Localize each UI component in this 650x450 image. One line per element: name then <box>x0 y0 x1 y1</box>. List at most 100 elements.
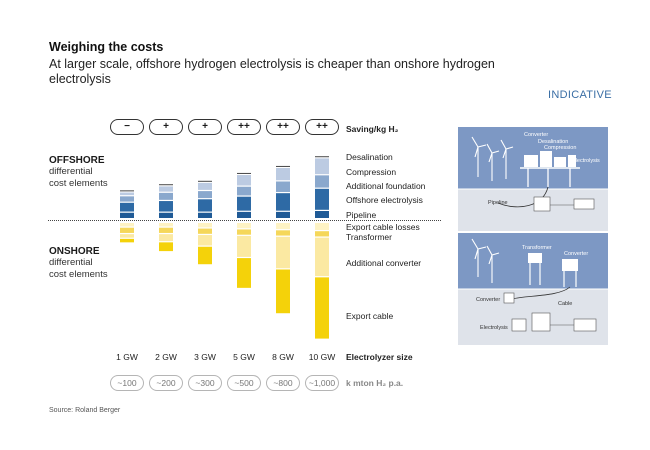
bar-transformer-5-gw <box>237 229 251 235</box>
bar-export-cable-losses-1-gw <box>120 223 134 227</box>
bar-transformer-3-gw <box>198 228 212 234</box>
bar-desalination-2-gw <box>159 184 173 186</box>
bar-compression-10-gw <box>315 158 329 175</box>
legend-transformer: Transformer <box>346 232 392 242</box>
saving-pill-1: − <box>110 119 144 135</box>
bar-compression-5-gw <box>237 175 251 186</box>
indicative-badge: INDICATIVE <box>548 89 612 101</box>
bar-compression-8-gw <box>276 168 290 181</box>
bar-compression-3-gw <box>198 182 212 190</box>
source-note: Source: Roland Berger <box>49 407 121 414</box>
legend-additional-foundation: Additional foundation <box>346 181 426 191</box>
size-label-6: 10 GW <box>308 352 336 362</box>
chart-title: Weighing the costs <box>49 40 164 54</box>
onshore-subtitle-2: cost elements <box>49 269 108 280</box>
bar-pipeline-8-gw <box>276 211 290 218</box>
size-label-1: 1 GW <box>116 352 138 362</box>
offshore-turbines-icon <box>471 136 514 181</box>
saving-pill-4: ++ <box>227 119 261 135</box>
onshore-plant-icon <box>503 292 597 332</box>
bar-transformer-2-gw <box>159 227 173 233</box>
offshore-onshore-divider <box>48 220 441 221</box>
legend-offshore-electrolysis: Offshore electrolysis <box>346 195 423 205</box>
bar-additional-converter-8-gw <box>276 236 290 269</box>
savings-label: Saving/kg H₂ <box>346 124 399 134</box>
bar-pipeline-1-gw <box>120 212 134 218</box>
bar-additional-converter-2-gw <box>159 234 173 242</box>
bar-offshore-electrolysis-8-gw <box>276 193 290 211</box>
bar-desalination-5-gw <box>237 172 251 174</box>
label-transformer: Transformer <box>522 245 552 251</box>
pipeline-line <box>497 186 549 208</box>
bar-additional-foundation-8-gw <box>276 181 290 192</box>
label-cable: Cable <box>558 301 572 307</box>
saving-pill-2: + <box>149 119 183 135</box>
legend-export-cable-losses: Export cable losses <box>346 222 420 232</box>
bar-offshore-electrolysis-3-gw <box>198 199 212 212</box>
bar-additional-foundation-3-gw <box>198 191 212 199</box>
chart-subtitle: At larger scale, offshore hydrogen elect… <box>49 57 495 86</box>
bar-desalination-10-gw <box>315 156 329 158</box>
bar-additional-converter-1-gw <box>120 234 134 238</box>
bar-transformer-8-gw <box>276 230 290 236</box>
legend-additional-converter: Additional converter <box>346 258 422 268</box>
onshore-turbines-icon <box>471 238 500 283</box>
size-label-5: 8 GW <box>272 352 294 362</box>
legend-desalination: Desalination <box>346 152 393 162</box>
bar-additional-foundation-10-gw <box>315 175 329 188</box>
illustration-panel: Converter Desalination Compression Elect… <box>458 127 608 345</box>
bar-export-cable-8-gw <box>276 269 290 314</box>
bar-pipeline-10-gw <box>315 211 329 218</box>
legend-pipeline: Pipeline <box>346 210 377 220</box>
electrolyzer-size-label: Electrolyzer size <box>346 352 413 362</box>
legend-compression: Compression <box>346 167 397 177</box>
bar-offshore-electrolysis-1-gw <box>120 202 134 212</box>
bar-export-cable-losses-3-gw <box>198 223 212 228</box>
label-electrolysis-offshore: Electrolysis <box>572 158 600 164</box>
production-pill-3: ~300 <box>188 375 222 391</box>
saving-pill-5: ++ <box>266 119 300 135</box>
offshore-land-strip <box>458 189 608 231</box>
bar-additional-foundation-2-gw <box>159 192 173 200</box>
offshore-heading: OFFSHORE differential cost elements <box>49 155 108 190</box>
bar-export-cable-1-gw <box>120 238 134 243</box>
production-pill-6: ~1,000 <box>305 375 339 391</box>
bar-export-cable-3-gw <box>198 246 212 265</box>
saving-pill-3: + <box>188 119 222 135</box>
production-label: k mton H₂ p.a. <box>346 378 404 388</box>
bar-pipeline-5-gw <box>237 211 251 218</box>
bar-offshore-electrolysis-5-gw <box>237 196 251 211</box>
offshore-subtitle-1: differential <box>49 166 93 177</box>
label-electrolysis-onshore: Electrolysis <box>480 325 508 331</box>
bar-transformer-10-gw <box>315 231 329 237</box>
label-converter-land: Converter <box>476 297 500 303</box>
cable-line <box>511 286 571 300</box>
bar-offshore-electrolysis-2-gw <box>159 201 173 212</box>
bar-additional-converter-10-gw <box>315 237 329 277</box>
bar-export-cable-10-gw <box>315 277 329 339</box>
label-desalination-offshore: Desalination <box>538 139 568 145</box>
bar-export-cable-losses-10-gw <box>315 223 329 230</box>
bar-export-cable-losses-8-gw <box>276 223 290 230</box>
bar-export-cable-2-gw <box>159 242 173 252</box>
production-pill-1: ~100 <box>110 375 144 391</box>
bar-additional-converter-5-gw <box>237 235 251 257</box>
bar-desalination-1-gw <box>120 190 134 192</box>
onshore-heading: ONSHORE differential cost elements <box>49 246 108 281</box>
bar-compression-1-gw <box>120 192 134 196</box>
onshore-subtitle-1: differential <box>49 257 93 268</box>
bar-desalination-3-gw <box>198 180 212 182</box>
production-pill-5: ~800 <box>266 375 300 391</box>
bar-pipeline-2-gw <box>159 212 173 218</box>
production-pill-4: ~500 <box>227 375 261 391</box>
bar-pipeline-3-gw <box>198 212 212 218</box>
bar-additional-foundation-5-gw <box>237 186 251 196</box>
bar-export-cable-losses-2-gw <box>159 223 173 227</box>
onshore-title: ONSHORE <box>49 246 100 257</box>
legend-export-cable: Export cable <box>346 311 394 321</box>
label-compression-offshore: Compression <box>544 145 576 151</box>
onshore-substations-icon <box>528 253 578 287</box>
offshore-subtitle-2: cost elements <box>49 178 108 189</box>
bar-compression-2-gw <box>159 186 173 192</box>
